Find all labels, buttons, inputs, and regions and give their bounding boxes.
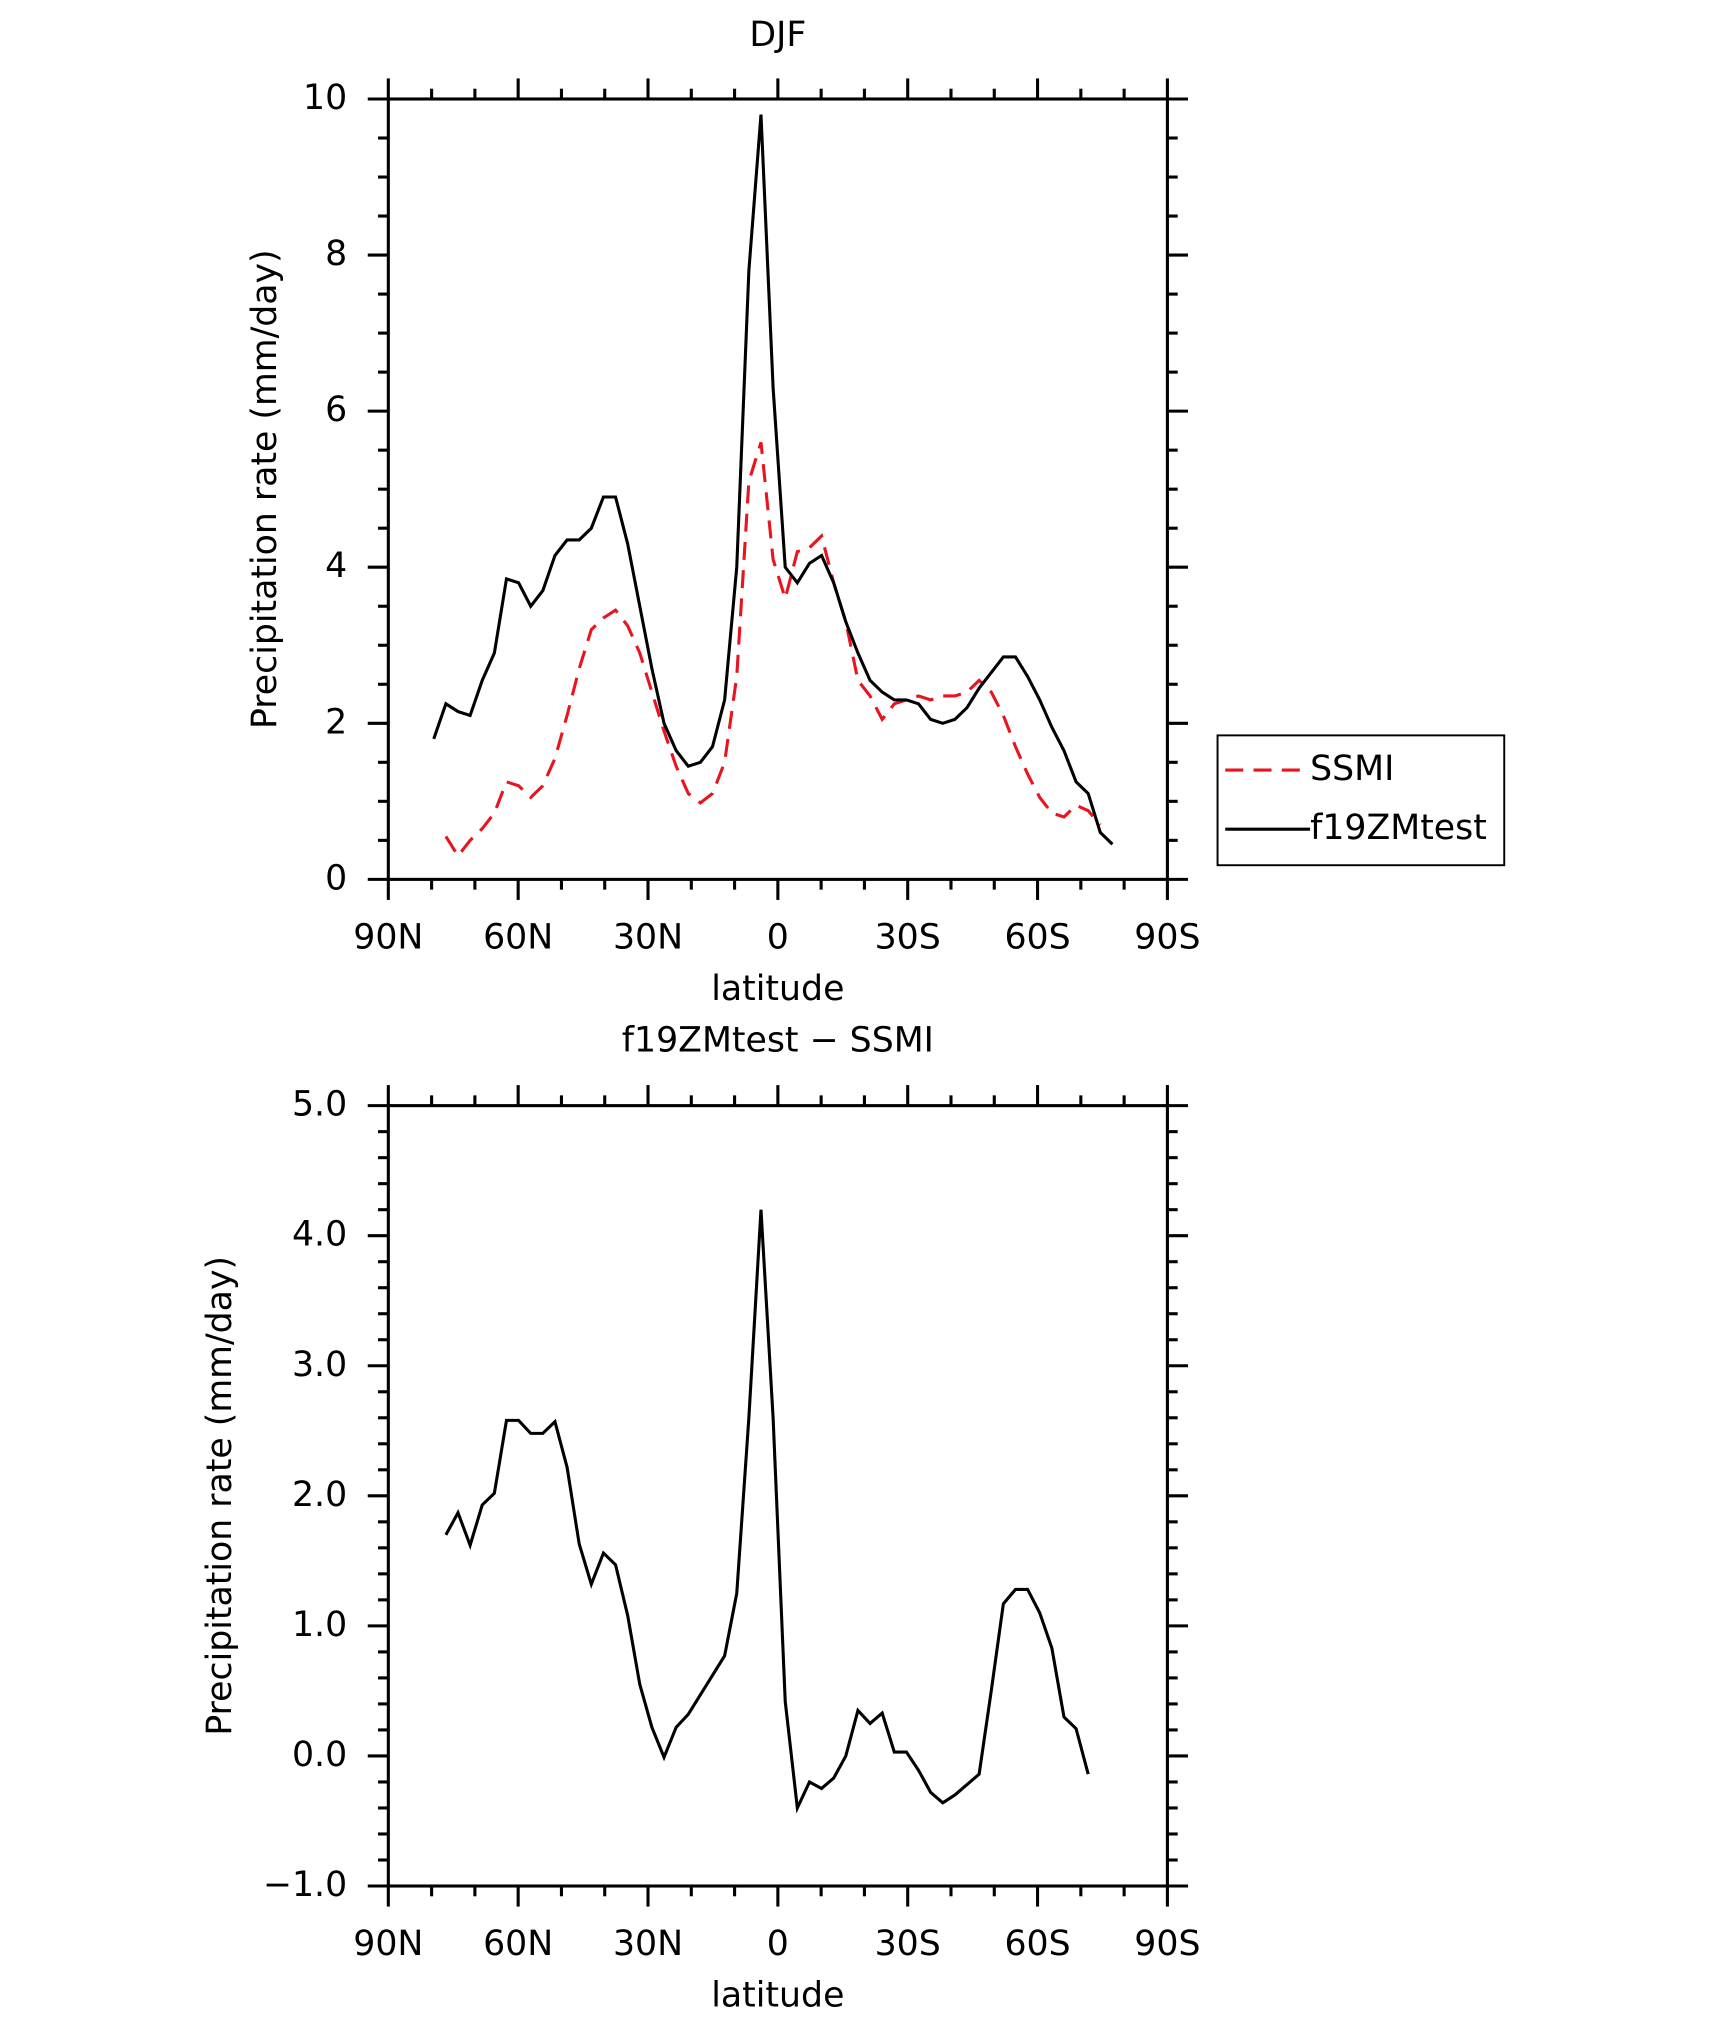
y-tick-label: 10 — [303, 78, 347, 118]
y-tick-label: 1.0 — [292, 1605, 347, 1645]
x-tick-label: 90N — [353, 1924, 423, 1964]
x-tick-label: 90N — [353, 918, 423, 958]
x-tick-label: 30N — [613, 918, 683, 958]
legend-label: SSMI — [1310, 749, 1394, 789]
x-tick-label: 60S — [1004, 1924, 1070, 1964]
y-tick-label: 4 — [325, 546, 347, 586]
y-tick-label: 0.0 — [292, 1735, 347, 1775]
y-tick-label: 8 — [325, 234, 347, 274]
y-tick-label: 6 — [325, 390, 347, 430]
y-axis-label: Precipitation rate (mm/day) — [245, 249, 285, 729]
legend-box — [1216, 734, 1506, 867]
x-axis-label: latitude — [711, 1976, 844, 2016]
y-tick-label: −1.0 — [263, 1865, 347, 1905]
x-tick-label: 30N — [613, 1924, 683, 1964]
legend-label: f19ZMtest — [1310, 808, 1487, 848]
x-axis-label: latitude — [711, 969, 844, 1009]
data-line — [432, 114, 1114, 846]
y-tick-label: 4.0 — [292, 1215, 347, 1255]
y-tick-label: 5.0 — [292, 1085, 347, 1125]
x-tick-label: 90S — [1134, 918, 1200, 958]
chart-title: f19ZMtest − SSMI — [622, 1020, 934, 1060]
x-tick-label: 30S — [875, 918, 941, 958]
data-line — [444, 441, 1102, 859]
x-tick-label: 60S — [1004, 918, 1070, 958]
y-tick-label: 0 — [325, 858, 347, 898]
x-tick-label: 30S — [875, 1924, 941, 1964]
y-axis-label: Precipitation rate (mm/day) — [200, 1256, 240, 1736]
x-tick-label: 0 — [767, 1924, 789, 1964]
chart-title: DJF — [749, 15, 806, 55]
y-tick-label: 3.0 — [292, 1345, 347, 1385]
x-tick-label: 90S — [1134, 1924, 1200, 1964]
x-tick-label: 0 — [767, 918, 789, 958]
x-tick-label: 60N — [483, 1924, 553, 1964]
plot-frame — [386, 97, 1169, 881]
data-line — [444, 1209, 1090, 1814]
y-tick-label: 2 — [325, 702, 347, 742]
x-tick-label: 60N — [483, 918, 553, 958]
y-tick-label: 2.0 — [292, 1475, 347, 1515]
